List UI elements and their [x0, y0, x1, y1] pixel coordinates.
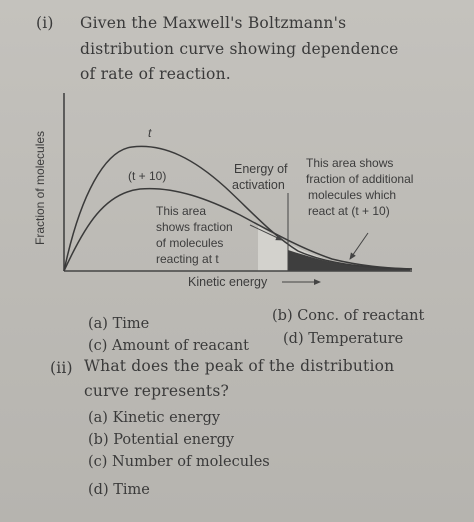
area2-line-3: molecules which: [308, 188, 396, 202]
q2-option-a: (a) Kinetic energy: [88, 410, 221, 426]
xlabel: Kinetic energy: [188, 275, 268, 289]
question-1-line-1: Given the Maxwell's Boltzmann's: [80, 14, 347, 32]
maxwell-boltzmann-figure: Fraction of molecules t (t + 10) Energy …: [33, 93, 413, 289]
question-1-line-2: distribution curve showing dependence: [80, 40, 399, 58]
arrow-area-at-t: [249, 224, 283, 241]
q1-option-c: (c) Amount of reacant: [88, 338, 249, 354]
area1-line-1: This area: [156, 204, 206, 218]
q2-option-b: (b) Potential energy: [88, 432, 235, 448]
area1-line-4: reacting at t: [156, 252, 219, 266]
curve-t-label: t: [148, 126, 152, 140]
area1-line-2: shows fraction: [156, 220, 233, 234]
activation-label-1: Energy of: [234, 162, 288, 176]
shaded-area-at-t: [288, 250, 410, 271]
activation-label-2: activation: [232, 178, 285, 192]
q1-option-a: (a) Time: [88, 316, 150, 332]
q2-option-d: (d) Time: [88, 482, 150, 498]
q1-option-d: (d) Temperature: [283, 331, 404, 347]
area1-line-3: of molecules: [156, 236, 223, 250]
area2-line-1: This area shows: [306, 156, 393, 170]
question-2-line-2: curve represents?: [84, 382, 230, 400]
curve-t: [63, 145, 413, 272]
q2-option-c: (c) Number of molecules: [88, 454, 270, 470]
question-1-number: (i): [36, 14, 54, 32]
question-2-line-1: What does the peak of the distribution: [84, 357, 395, 375]
arrow-area-additional: [349, 232, 369, 260]
question-1-line-3: of rate of reaction.: [80, 65, 231, 83]
curve-t-plus-10: [63, 187, 413, 272]
question-2-number: (ii): [50, 359, 73, 377]
area2-line-4: react at (t + 10): [308, 204, 390, 218]
curve-t10-label: (t + 10): [128, 169, 166, 183]
ylabel: Fraction of molecules: [33, 131, 47, 245]
q1-option-b: (b) Conc. of reactant: [272, 308, 425, 324]
area2-line-2: fraction of additional: [306, 172, 413, 186]
